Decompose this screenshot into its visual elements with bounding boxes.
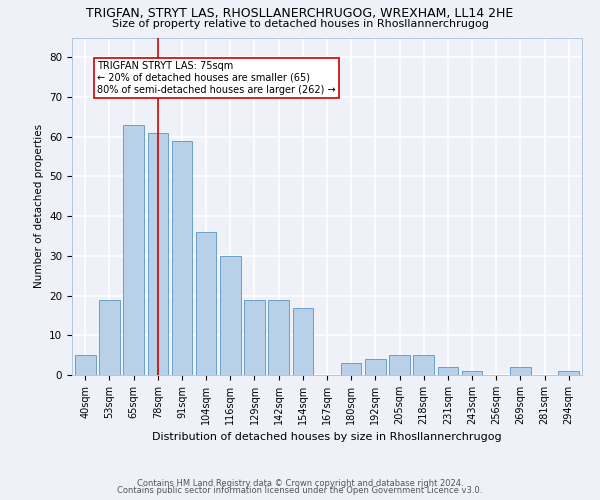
Bar [196, 232, 217, 375]
Y-axis label: Number of detached properties: Number of detached properties [34, 124, 44, 288]
Bar [559, 371, 579, 375]
Bar [437, 367, 458, 375]
Bar [220, 256, 241, 375]
Bar [341, 363, 361, 375]
X-axis label: Distribution of detached houses by size in Rhosllannerchrugog: Distribution of detached houses by size … [152, 432, 502, 442]
Bar [510, 367, 530, 375]
Text: Size of property relative to detached houses in Rhosllannerchrugog: Size of property relative to detached ho… [112, 19, 488, 29]
Text: Contains public sector information licensed under the Open Government Licence v3: Contains public sector information licen… [118, 486, 482, 495]
Text: TRIGFAN, STRYT LAS, RHOSLLANERCHRUGOG, WREXHAM, LL14 2HE: TRIGFAN, STRYT LAS, RHOSLLANERCHRUGOG, W… [86, 8, 514, 20]
Text: TRIGFAN STRYT LAS: 75sqm
← 20% of detached houses are smaller (65)
80% of semi-d: TRIGFAN STRYT LAS: 75sqm ← 20% of detach… [97, 62, 336, 94]
Bar [75, 355, 95, 375]
Bar [172, 140, 192, 375]
Bar [365, 359, 386, 375]
Bar [462, 371, 482, 375]
Bar [389, 355, 410, 375]
Bar [148, 133, 168, 375]
Text: Contains HM Land Registry data © Crown copyright and database right 2024.: Contains HM Land Registry data © Crown c… [137, 478, 463, 488]
Bar [268, 300, 289, 375]
Bar [244, 300, 265, 375]
Bar [293, 308, 313, 375]
Bar [99, 300, 120, 375]
Bar [413, 355, 434, 375]
Bar [124, 125, 144, 375]
